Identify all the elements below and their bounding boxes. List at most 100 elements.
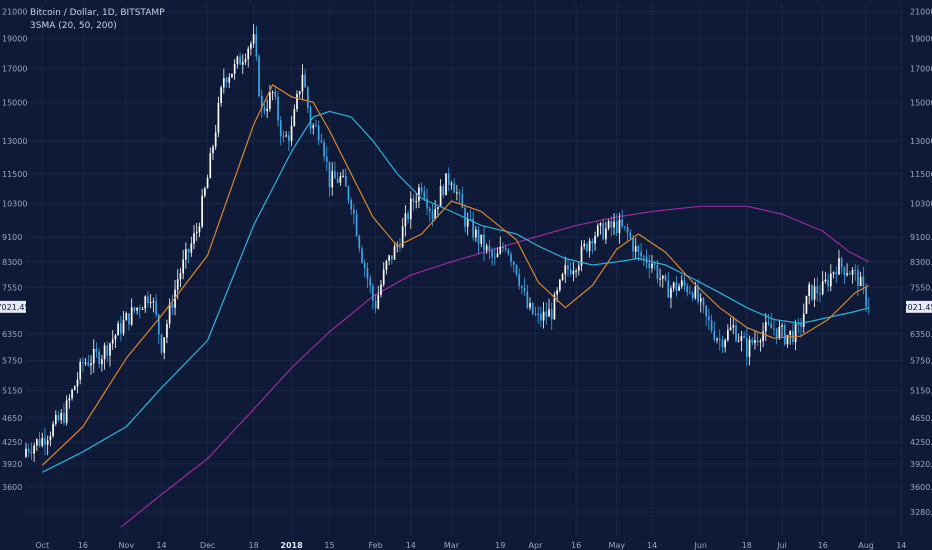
candle [691, 290, 694, 302]
y-tick-label: 3280.00 [910, 508, 932, 517]
candle [247, 46, 250, 68]
candle-body [358, 236, 361, 249]
candle-body [25, 448, 27, 457]
candle-body [228, 77, 231, 83]
candle-body [437, 207, 439, 210]
candle-body [678, 286, 680, 291]
candle [829, 264, 832, 292]
candle [38, 432, 41, 448]
candle [499, 236, 502, 255]
candle [661, 275, 664, 288]
candle [152, 297, 155, 313]
candle-body [439, 186, 442, 208]
candle [54, 410, 57, 427]
candle [111, 330, 114, 350]
candle [493, 247, 496, 266]
candle [255, 25, 258, 61]
candle-body [260, 95, 263, 108]
candle [485, 243, 488, 254]
candle [469, 209, 472, 222]
candle [166, 319, 168, 344]
candle [233, 59, 236, 80]
candle [483, 225, 485, 262]
candle-body [90, 363, 92, 366]
candle-body [518, 274, 521, 286]
candle [122, 311, 125, 337]
candle-body [325, 156, 328, 162]
candle-body [775, 328, 778, 338]
candle-body [767, 322, 770, 324]
candle-body [374, 300, 377, 309]
candle [201, 188, 203, 229]
candle-body [233, 64, 236, 74]
candle [610, 216, 613, 237]
x-tick-label: May [608, 541, 625, 550]
candle-body [201, 195, 203, 227]
candle [529, 297, 531, 311]
candle-body [599, 223, 602, 226]
candle-body [567, 265, 569, 270]
candle [851, 267, 854, 284]
candle [442, 184, 445, 199]
candle-body [702, 298, 705, 306]
price-tag-box [0, 300, 26, 313]
y-tick-label-left: 8300 [2, 258, 22, 267]
candle [648, 254, 651, 279]
y-tick-label: 19000.00 [910, 35, 932, 44]
candle [306, 85, 309, 114]
candle-body [499, 246, 502, 254]
candle-body [510, 254, 512, 262]
candle [117, 320, 119, 336]
candle-body [556, 290, 558, 295]
candle-body [504, 248, 507, 250]
candle [109, 342, 111, 367]
candle-body [689, 292, 691, 294]
y-tick-label-left: 11500 [2, 170, 27, 179]
price-tag-label: 7021.45 [0, 303, 30, 312]
candle [472, 211, 474, 241]
candle [629, 229, 632, 240]
candle [447, 167, 450, 192]
candle-body [41, 437, 44, 446]
candle [298, 90, 301, 98]
candle-body [250, 43, 252, 49]
candle-body [756, 340, 759, 343]
candle [76, 372, 79, 394]
x-tick-label: 14 [896, 541, 906, 550]
candle [82, 357, 84, 373]
candle-body [737, 340, 740, 342]
y-tick-label-left: 5150 [2, 386, 22, 395]
candle-body [46, 440, 49, 445]
candle [136, 307, 138, 315]
candle [621, 209, 624, 229]
candle-body [301, 74, 304, 92]
candle [87, 354, 90, 367]
candle [390, 255, 393, 265]
candle-body [71, 389, 73, 399]
candle [453, 178, 456, 194]
candle [260, 89, 263, 118]
candle-body [125, 313, 128, 321]
candle [686, 282, 689, 297]
candle [301, 64, 304, 101]
y-tick-label-left: 15000 [2, 98, 27, 107]
candle-body [380, 284, 382, 295]
candle-body [802, 313, 805, 327]
candle-body [204, 188, 206, 196]
candle-body [789, 330, 792, 336]
candle [575, 268, 577, 278]
candle-body [805, 295, 808, 314]
candle-body [179, 273, 182, 280]
candle-body [404, 213, 407, 227]
candle-body [686, 285, 689, 293]
candle-body [68, 398, 71, 401]
candle [721, 335, 724, 354]
candle-body [461, 193, 464, 208]
candle [699, 293, 702, 313]
candle-body [130, 307, 133, 325]
candle [209, 147, 212, 179]
candle [179, 268, 182, 287]
candle [217, 96, 220, 137]
candle-body [621, 219, 624, 227]
